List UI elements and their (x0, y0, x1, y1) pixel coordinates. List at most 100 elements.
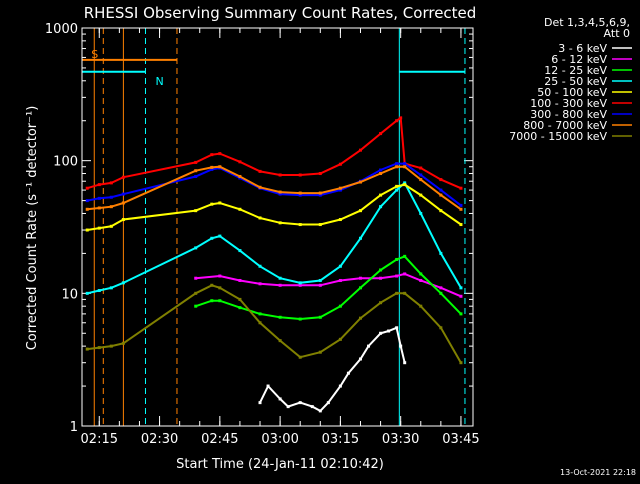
night-flag-label: N (156, 75, 164, 88)
series-point (298, 401, 302, 405)
plot-layer: 1 10 100 1000 02:15 02:30 02:45 03:00 03:15 03:30… (45, 22, 480, 447)
x-tick-label: 03:00 (261, 432, 298, 447)
series-point (310, 405, 314, 409)
series-point (218, 165, 222, 169)
series-point (358, 148, 362, 152)
y-axis-label: Corrected Count Rate (s⁻¹ detector⁻¹) (25, 106, 40, 351)
series-point (379, 276, 383, 280)
series-point (338, 384, 342, 388)
series-point (403, 162, 407, 166)
series-point (367, 344, 371, 348)
series-point (97, 183, 101, 187)
series-point (97, 289, 101, 293)
series-point (218, 299, 222, 303)
series-point (338, 186, 342, 190)
legend-label: 3 - 6 keV (558, 42, 607, 55)
series-point (338, 337, 342, 341)
series-point (459, 286, 463, 290)
series-point (109, 286, 113, 290)
y-tick-label: 100 (53, 155, 78, 170)
series-point (97, 206, 101, 210)
series-point (194, 169, 198, 173)
series-point (358, 209, 362, 213)
series-point (439, 193, 443, 197)
series-point (399, 116, 403, 120)
saa-flag-label: S (91, 48, 98, 61)
series-point (278, 315, 282, 319)
series-point (439, 178, 443, 182)
series-point (121, 341, 125, 345)
series-point (194, 276, 198, 280)
series-point (210, 236, 214, 240)
series-point (419, 178, 423, 182)
series-point (399, 344, 403, 348)
series-point (278, 190, 282, 194)
x-tick-label: 02:15 (81, 432, 118, 447)
legend-label: 800 - 7000 keV (523, 119, 607, 132)
legend-label: 100 - 300 keV (530, 97, 607, 110)
legend-label: 300 - 800 keV (530, 108, 607, 121)
legend-label: 50 - 100 keV (537, 86, 607, 99)
series-point (419, 272, 423, 276)
legend-label: 25 - 50 keV (544, 75, 607, 88)
series-point (218, 286, 222, 290)
series-point (403, 183, 407, 187)
series-point (403, 361, 407, 365)
series-point (218, 201, 222, 205)
series-point (318, 283, 322, 287)
series-point (395, 274, 399, 278)
series-point (318, 172, 322, 176)
series-point (379, 168, 383, 172)
series-point (278, 276, 282, 280)
series-point (439, 209, 443, 213)
y-tick-label: 1000 (45, 22, 78, 37)
x-tick-label: 03:45 (442, 432, 479, 447)
series-point (85, 199, 89, 203)
series-point (238, 297, 242, 301)
legend-label: 12 - 25 keV (544, 64, 607, 77)
series-point (338, 278, 342, 282)
series-point (258, 321, 262, 325)
series-point (459, 294, 463, 298)
series-point (379, 205, 383, 209)
series-point (298, 223, 302, 227)
series-point (210, 165, 214, 169)
series-point (121, 281, 125, 285)
series-point (439, 188, 443, 192)
series-point (358, 357, 362, 361)
series-point (358, 316, 362, 320)
series-point (403, 181, 407, 185)
series-point (109, 181, 113, 185)
series-point (358, 286, 362, 290)
series-point (194, 174, 198, 178)
series-point (298, 281, 302, 285)
series-point (439, 251, 443, 255)
series-point (346, 371, 350, 375)
series-point (278, 339, 282, 343)
series-point (97, 346, 101, 350)
series-point (379, 132, 383, 136)
x-tick-label: 03:30 (382, 432, 419, 447)
series-point (318, 191, 322, 195)
series-point (379, 193, 383, 197)
series-point (338, 264, 342, 268)
series-point (419, 211, 423, 215)
x-tick-label: 03:15 (322, 432, 359, 447)
series-point (85, 291, 89, 295)
series-point (403, 254, 407, 258)
series-point (298, 193, 302, 197)
series-point (459, 186, 463, 190)
series-point (258, 312, 262, 316)
legend-label: 6 - 12 keV (551, 53, 607, 66)
series-point (210, 299, 214, 303)
series-point (358, 180, 362, 184)
series-point (85, 347, 89, 351)
series-point (109, 224, 113, 228)
series-point (459, 203, 463, 207)
series-point (258, 216, 262, 220)
series-line (195, 255, 462, 321)
series-point (278, 397, 282, 401)
series-point (258, 282, 262, 286)
series-point (238, 306, 242, 310)
